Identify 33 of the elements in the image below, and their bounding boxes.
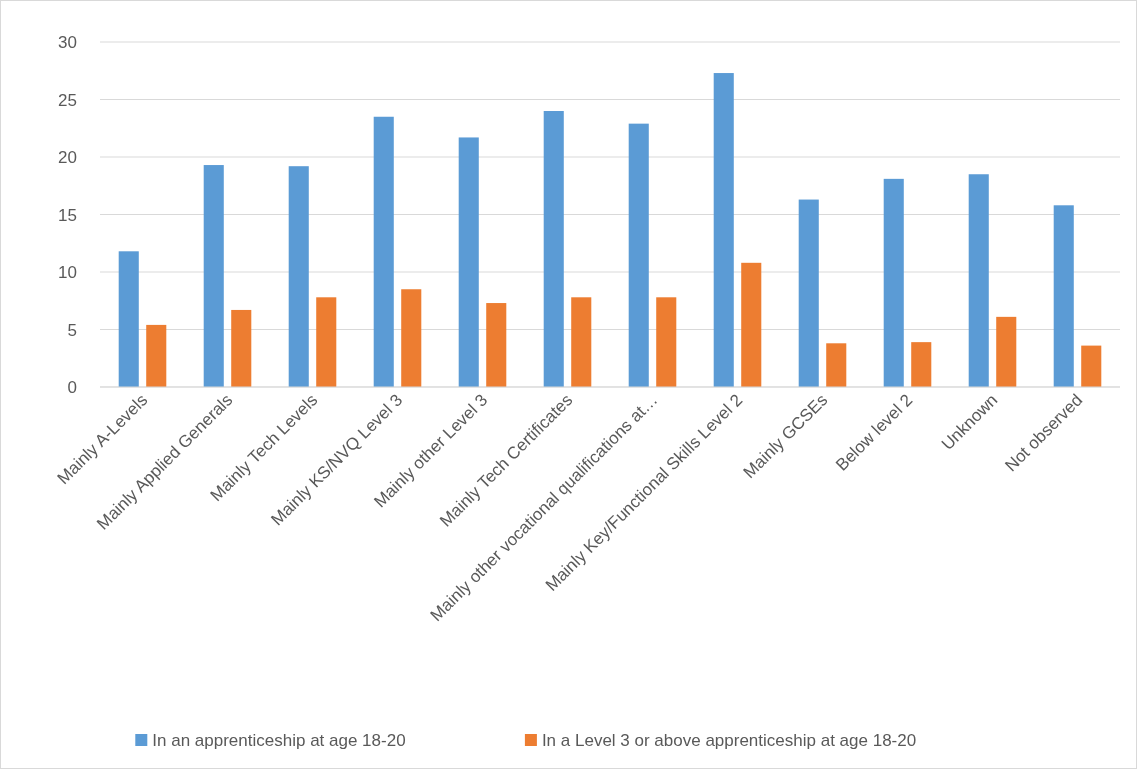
bar: [996, 316, 1017, 387]
y-tick-label: 20: [58, 148, 77, 167]
bar: [968, 174, 989, 387]
bar: [146, 324, 167, 387]
bar: [458, 137, 479, 387]
legend-label: In an apprenticeship at age 18-20: [152, 731, 406, 750]
bar: [203, 165, 224, 387]
y-tick-label: 25: [58, 90, 77, 110]
y-tick-label: 30: [58, 33, 77, 52]
bar: [911, 342, 932, 387]
bar: [741, 262, 762, 387]
y-tick-label: 15: [58, 205, 77, 225]
bar: [288, 166, 309, 387]
bar: [798, 199, 819, 387]
bar: [1081, 345, 1102, 387]
bar: [543, 111, 564, 387]
bar: [628, 123, 649, 387]
bar: [713, 73, 734, 387]
bar: [316, 297, 337, 387]
bar: [401, 289, 422, 387]
y-tick-label: 5: [67, 320, 77, 340]
bar: [1053, 205, 1074, 387]
bar: [486, 303, 507, 387]
y-tick-label: 0: [67, 378, 77, 397]
bar: [118, 251, 139, 387]
bar: [231, 309, 252, 387]
legend-label: In a Level 3 or above apprenticeship at age 18-20: [541, 731, 917, 750]
bar: [571, 297, 592, 387]
bar: [373, 116, 394, 387]
bar: [883, 178, 904, 387]
y-tick-label: 10: [58, 263, 77, 282]
bar: [656, 297, 677, 387]
bar: [826, 343, 847, 387]
